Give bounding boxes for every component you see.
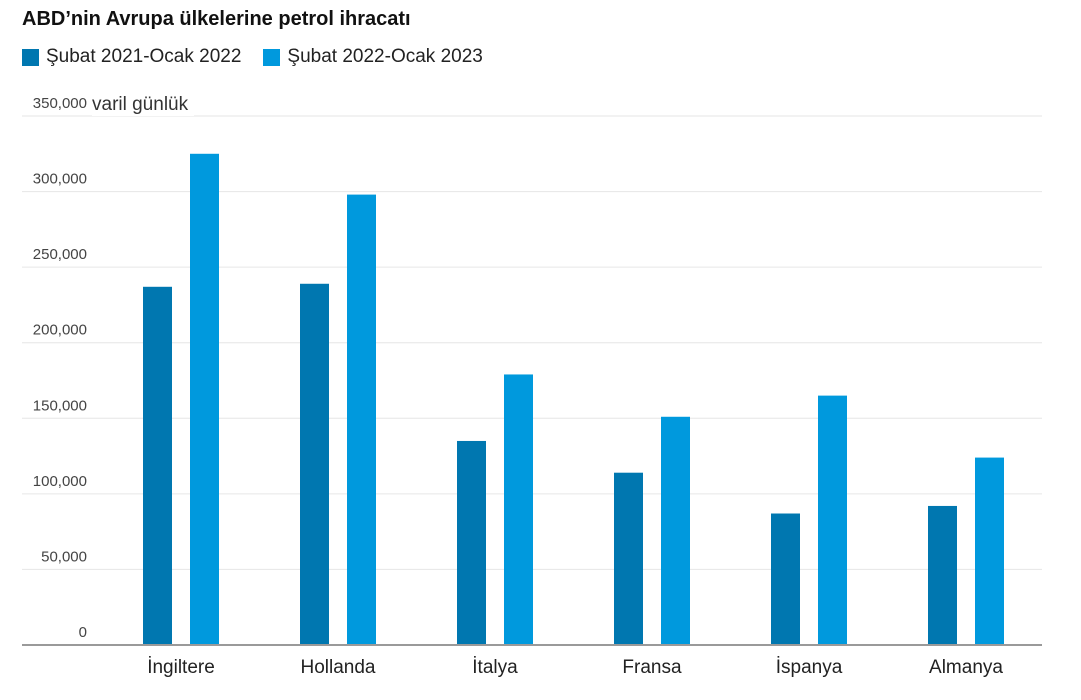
bar — [661, 416, 690, 645]
bar — [771, 513, 800, 645]
y-tick-label: 0 — [79, 624, 87, 641]
x-tick-label: İspanya — [776, 657, 843, 678]
x-tick-label: Hollanda — [301, 657, 376, 678]
legend-label-series-1: Şubat 2021-Ocak 2022 — [46, 46, 242, 67]
bar — [143, 286, 172, 645]
bar — [300, 283, 329, 645]
bar — [818, 395, 847, 645]
legend-swatch-series-1 — [22, 48, 39, 66]
legend-swatch-series-2 — [263, 48, 281, 66]
x-tick-label: İngiltere — [147, 657, 215, 678]
legend: Şubat 2021-Ocak 2022 Şubat 2022-Ocak 202… — [22, 46, 505, 68]
bar — [614, 472, 643, 645]
y-tick-label: 100,000 — [33, 473, 87, 490]
bar — [190, 153, 219, 646]
y-tick-label: 200,000 — [33, 322, 87, 339]
y-tick-label: 300,000 — [33, 171, 87, 188]
legend-item-series-2: Şubat 2022-Ocak 2023 — [263, 46, 483, 68]
legend-item-series-1: Şubat 2021-Ocak 2022 — [22, 46, 241, 68]
bar — [457, 440, 486, 645]
y-axis-unit-label: varil günlük — [92, 94, 195, 116]
bar — [975, 457, 1004, 645]
x-tick-label: İtalya — [472, 657, 518, 678]
x-tick-label: Almanya — [929, 657, 1003, 678]
y-tick-label: 50,000 — [41, 548, 87, 565]
y-tick-label: 250,000 — [33, 246, 87, 263]
bar — [928, 505, 957, 645]
y-tick-label: 150,000 — [33, 397, 87, 414]
chart-title: ABD’nin Avrupa ülkelerine petrol ihracat… — [22, 8, 411, 30]
bar — [347, 194, 376, 645]
y-tick-label: 350,000 — [33, 95, 87, 112]
legend-label-series-2: Şubat 2022-Ocak 2023 — [287, 46, 483, 67]
bar — [504, 374, 533, 645]
x-tick-label: Fransa — [622, 657, 682, 678]
